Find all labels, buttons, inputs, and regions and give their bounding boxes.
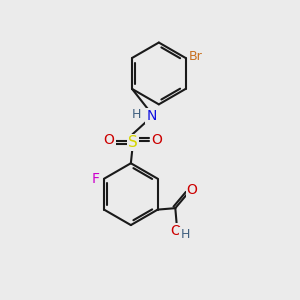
Text: O: O bbox=[170, 224, 181, 238]
Text: S: S bbox=[128, 135, 138, 150]
Text: O: O bbox=[103, 133, 115, 147]
Text: H: H bbox=[180, 228, 190, 241]
Text: Br: Br bbox=[189, 50, 203, 63]
Text: O: O bbox=[151, 133, 162, 147]
Text: H: H bbox=[132, 108, 141, 121]
Text: N: N bbox=[146, 109, 157, 123]
Text: F: F bbox=[91, 172, 99, 186]
Text: O: O bbox=[187, 184, 197, 197]
